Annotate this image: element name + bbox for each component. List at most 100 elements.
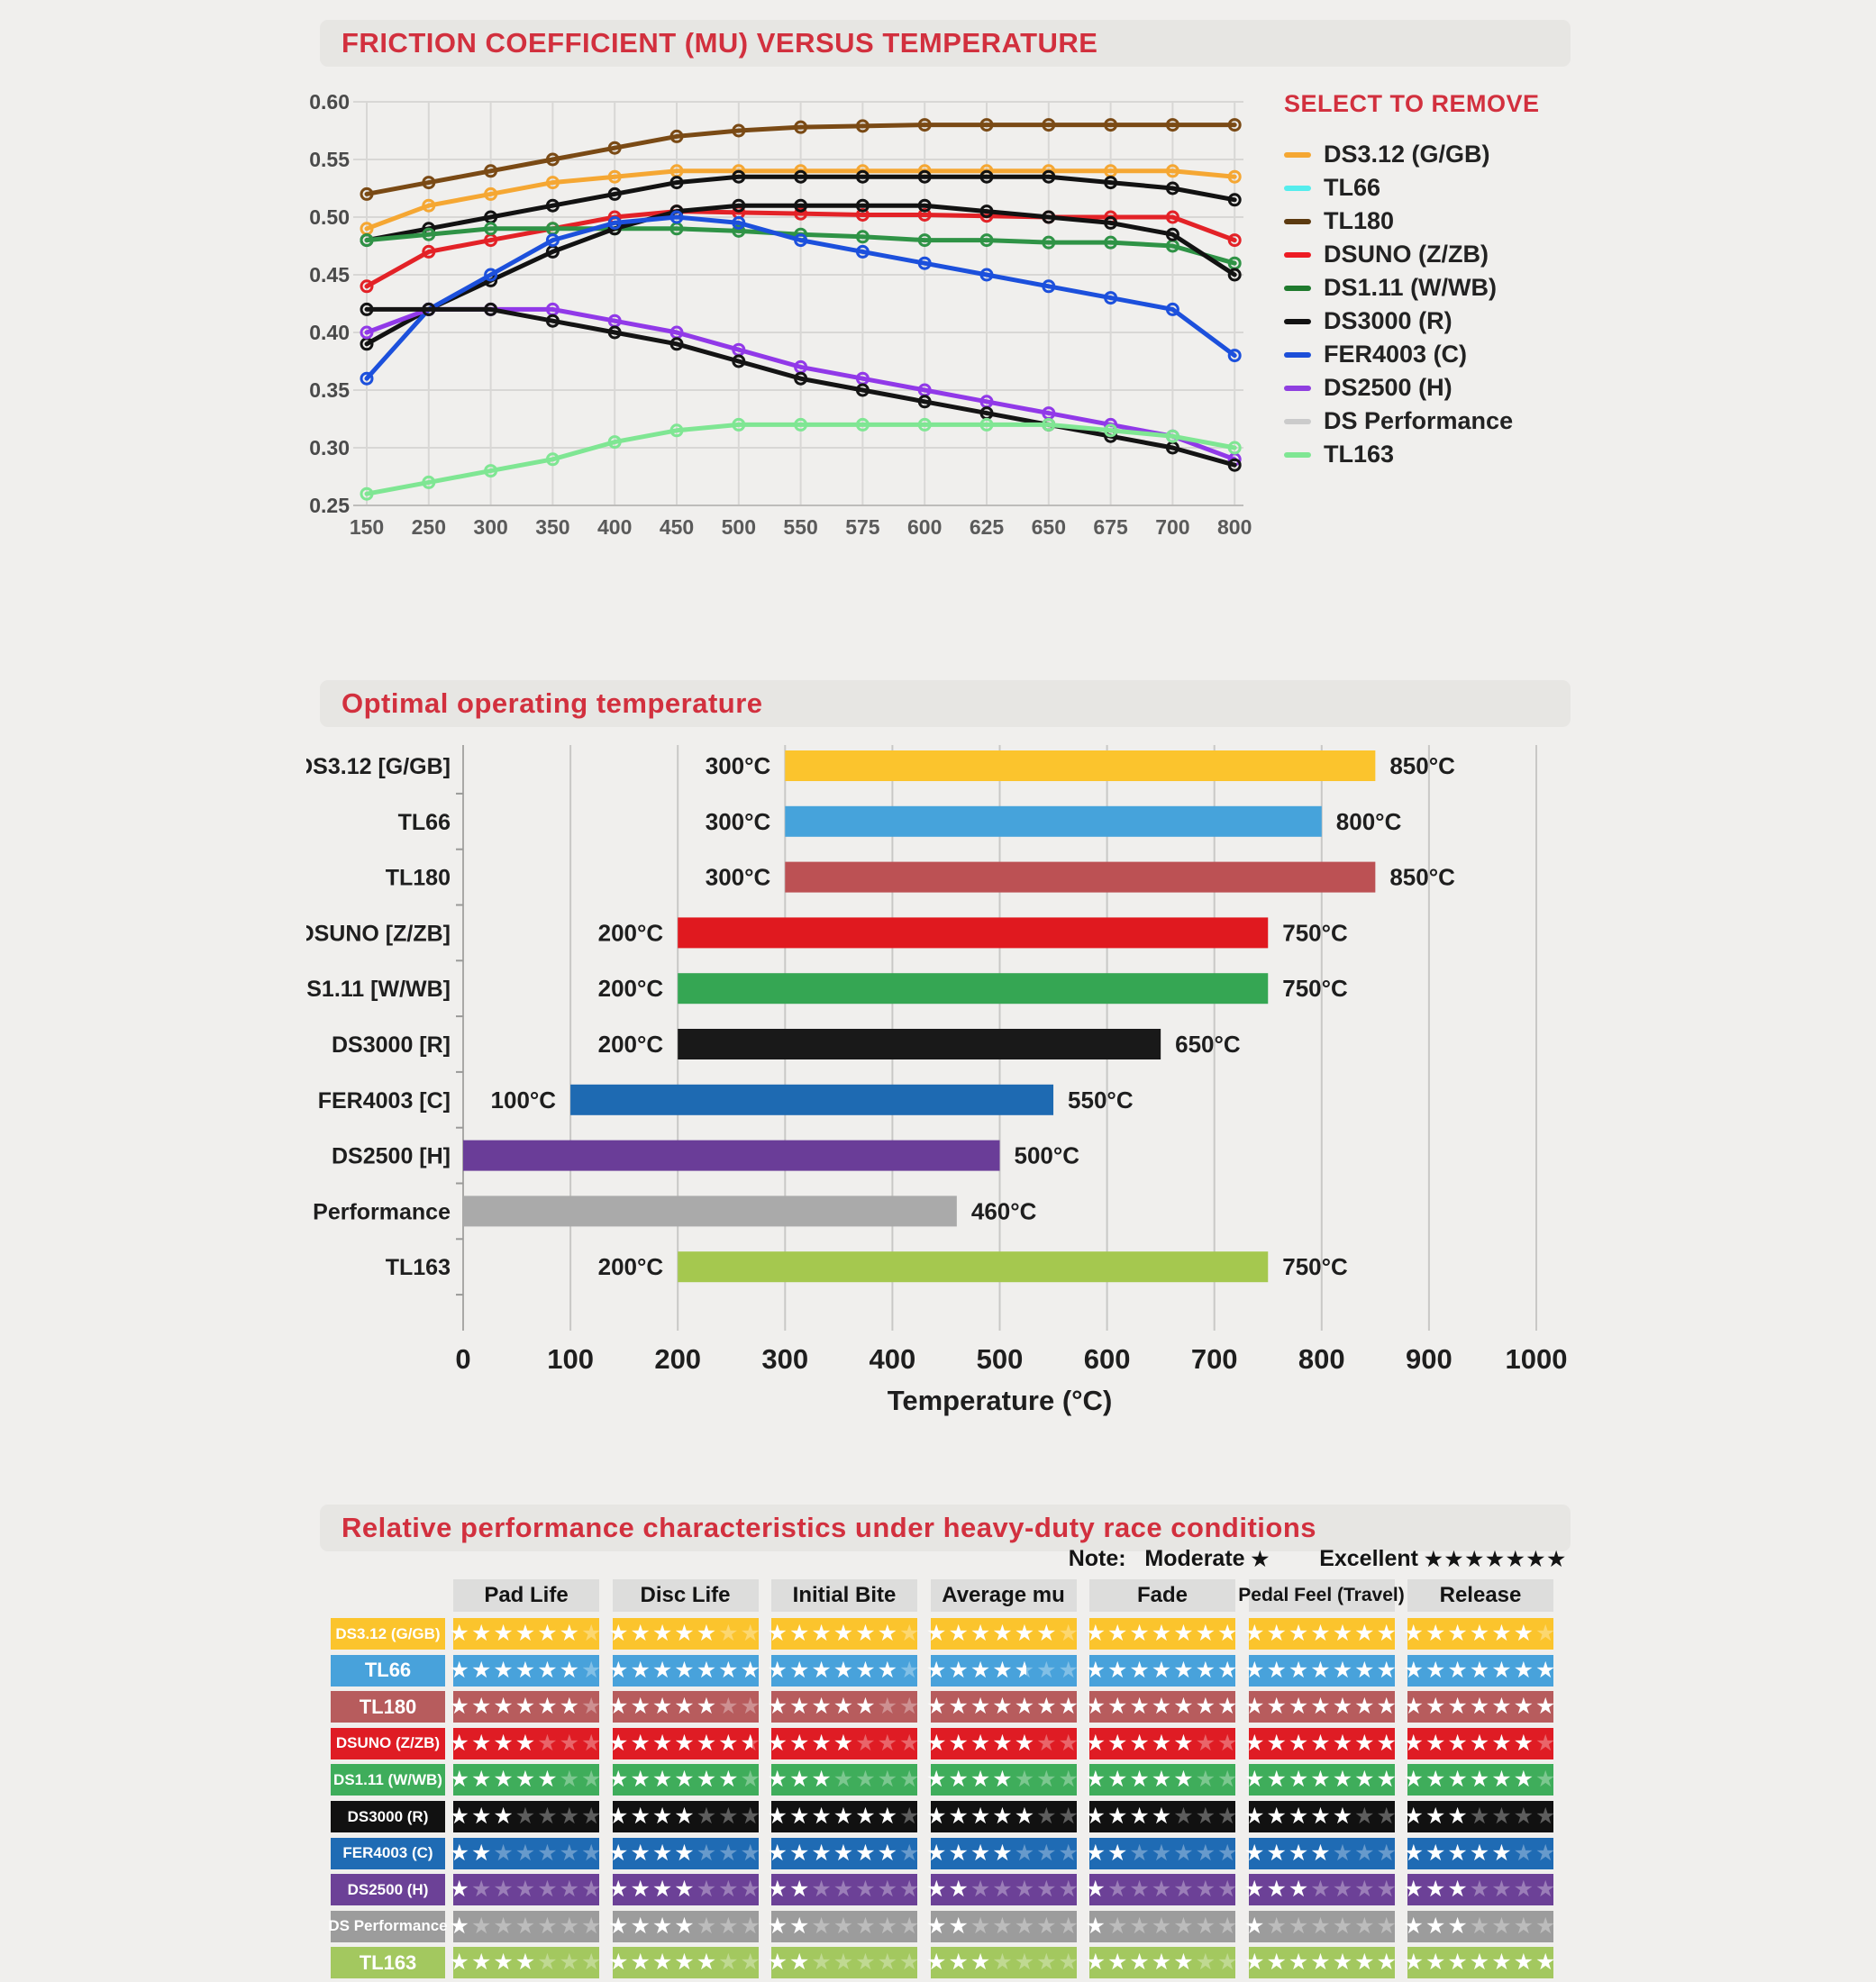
data-point: [1042, 417, 1056, 432]
bar-end-value: 550°C: [1068, 1086, 1134, 1114]
data-point: [545, 198, 560, 213]
data-point: [917, 395, 932, 409]
data-point: [607, 435, 622, 450]
x-tick-label: 700: [1155, 515, 1189, 539]
data-point: [669, 129, 684, 143]
rating-cell-fer4003-c-disc-life: ★★★★ ★★★: [608, 1837, 760, 1869]
table-row-label-ds-performance: DS Performance: [328, 1910, 448, 1942]
data-point: [360, 486, 374, 501]
bar-chart-title: Optimal operating temperature: [320, 680, 1571, 727]
legend-item-fer4003-c[interactable]: FER4003 (C): [1284, 338, 1581, 371]
data-point: [1227, 233, 1242, 248]
data-point: [794, 417, 808, 432]
bar-row-label: TL163: [386, 1255, 451, 1280]
line-series-tl180: [360, 118, 1242, 201]
rating-cell-ds3-12-g-gb-pedal-feel-travel: ★★★★★★★: [1244, 1618, 1397, 1650]
rating-cell-dsuno-z-zb-fade: ★★★★★ ★★: [1086, 1727, 1237, 1759]
data-point: [732, 354, 746, 368]
rating-cell-ds2500-h-initial-bite: ★★ ★★★★★: [768, 1874, 919, 1906]
rating-cell-ds3-12-g-gb-average-mu: ★★★★★★ ★: [926, 1618, 1079, 1650]
legend-item-ds2500-h[interactable]: DS2500 (H): [1284, 371, 1581, 405]
data-point: [545, 452, 560, 467]
operating-temperature-bar-chart: 0 100 200 300 400 500 600 700 800 900 1000 300°C 850…: [306, 745, 1567, 1416]
bar-row-label: TL66: [398, 810, 451, 835]
legend-item-tl163[interactable]: TL163: [1284, 438, 1581, 471]
bar-start-value: 100°C: [491, 1086, 557, 1114]
bar-row-label: FER4003 [C]: [318, 1088, 451, 1114]
legend-swatch-icon: [1284, 351, 1311, 358]
data-point: [545, 176, 560, 190]
data-point: [917, 207, 932, 222]
rating-cell-ds1-11-w-wb-pedal-feel-travel: ★★★★★★★: [1244, 1764, 1397, 1796]
data-point: [732, 417, 746, 432]
bar-end-value: 460°C: [971, 1197, 1037, 1224]
legend-swatch-icon: [1284, 151, 1311, 158]
rating-cell-ds2500-h-average-mu: ★★ ★★★★★: [926, 1874, 1079, 1906]
data-point: [794, 206, 808, 221]
rating-cell-ds-performance-pedal-feel-travel: ★ ★★★★★★: [1244, 1910, 1397, 1942]
bar-chart-title-text: Optimal operating temperature: [342, 687, 763, 719]
legend-swatch-icon: [1284, 251, 1311, 258]
x-tick-label: 350: [535, 515, 569, 539]
x-tick-label: 575: [845, 515, 880, 539]
x-tick-label: 650: [1032, 515, 1066, 539]
rating-cell-ds1-11-w-wb-release: ★★★★★★ ★: [1404, 1764, 1555, 1796]
rating-cell-fer4003-c-pedal-feel-travel: ★★★★ ★★★: [1244, 1837, 1397, 1869]
rating-cell-tl180-release: ★★★★★★★: [1404, 1691, 1555, 1723]
bar-start-value: 200°C: [598, 975, 664, 1002]
rating-cell-tl163-fade: ★★★★★ ★★: [1086, 1947, 1237, 1979]
data-point: [669, 423, 684, 438]
temp-bar-tl163: 200°C 750°C: [598, 1251, 1348, 1283]
table-row-label-ds2500-h: DS2500 (H): [331, 1874, 445, 1906]
x-tick-label: 400: [597, 515, 632, 539]
legend-item-ds3-12-g-gb[interactable]: DS3.12 (G/GB): [1284, 138, 1581, 171]
data-point: [855, 383, 870, 397]
legend-item-tl66[interactable]: TL66: [1284, 171, 1581, 205]
data-point: [1227, 268, 1242, 282]
data-point: [1227, 118, 1242, 132]
rating-cell-ds1-11-w-wb-average-mu: ★★★★ ★★★: [926, 1764, 1079, 1796]
legend-item-label: DS Performance: [1324, 407, 1514, 434]
data-point: [917, 169, 932, 184]
note-excellent-label: Excellent: [1319, 1546, 1418, 1571]
rating-cell-tl180-average-mu: ★★★★★★★: [926, 1691, 1079, 1723]
data-point: [607, 325, 622, 340]
data-point: [1042, 235, 1056, 250]
data-point: [1042, 210, 1056, 224]
legend-title: SELECT TO REMOVE: [1284, 90, 1540, 117]
data-point: [979, 118, 994, 132]
bar-end-value: 650°C: [1175, 1031, 1241, 1058]
rating-cell-fer4003-c-average-mu: ★★★★ ★★★: [926, 1837, 1079, 1869]
data-point: [484, 464, 498, 478]
rating-cell-ds2500-h-release: ★★★ ★★★★: [1404, 1874, 1555, 1906]
bar-row-label: DS3.12 [G/GB]: [306, 754, 451, 779]
data-point: [917, 417, 932, 432]
line-series-ds-performance: [360, 302, 1242, 472]
note-moderate-stars: ★: [1251, 1548, 1272, 1570]
data-point: [1104, 235, 1118, 250]
legend-item-ds1-11-w-wb[interactable]: DS1.11 (W/WB): [1284, 271, 1581, 305]
legend-item-tl180[interactable]: TL180: [1284, 205, 1581, 238]
legend-item-label: DS1.11 (W/WB): [1324, 274, 1498, 301]
legend-item-ds-performance[interactable]: DS Performance: [1284, 405, 1581, 438]
data-point: [545, 233, 560, 248]
legend-item-ds3000-r[interactable]: DS3000 (R): [1284, 305, 1581, 338]
column-header-fade: Fade: [1089, 1579, 1235, 1612]
x-tick-label: 625: [970, 515, 1005, 539]
y-tick-label: 0.25: [309, 494, 350, 517]
data-point: [1042, 118, 1056, 132]
data-point: [979, 205, 994, 219]
temp-bar-dsuno-z-zb: 200°C 750°C: [598, 917, 1348, 949]
bar-start-value: 200°C: [598, 919, 664, 946]
legend-item-dsuno-z-zb[interactable]: DSUNO (Z/ZB): [1284, 238, 1581, 271]
x-tick-label: 600: [907, 515, 942, 539]
table-title-text: Relative performance characteristics und…: [342, 1512, 1316, 1543]
bar-row-label: TL180: [386, 866, 451, 891]
data-point: [360, 371, 374, 386]
rating-scale-note: Note: Moderate ★ Excellent ★★★★★★★: [306, 1546, 1568, 1572]
y-tick-label: 0.55: [309, 148, 350, 171]
rating-cell-ds-performance-initial-bite: ★★ ★★★★★: [768, 1910, 919, 1942]
legend-item-label: TL163: [1324, 441, 1395, 468]
rating-cell-tl180-initial-bite: ★★★★★ ★★: [768, 1691, 919, 1723]
